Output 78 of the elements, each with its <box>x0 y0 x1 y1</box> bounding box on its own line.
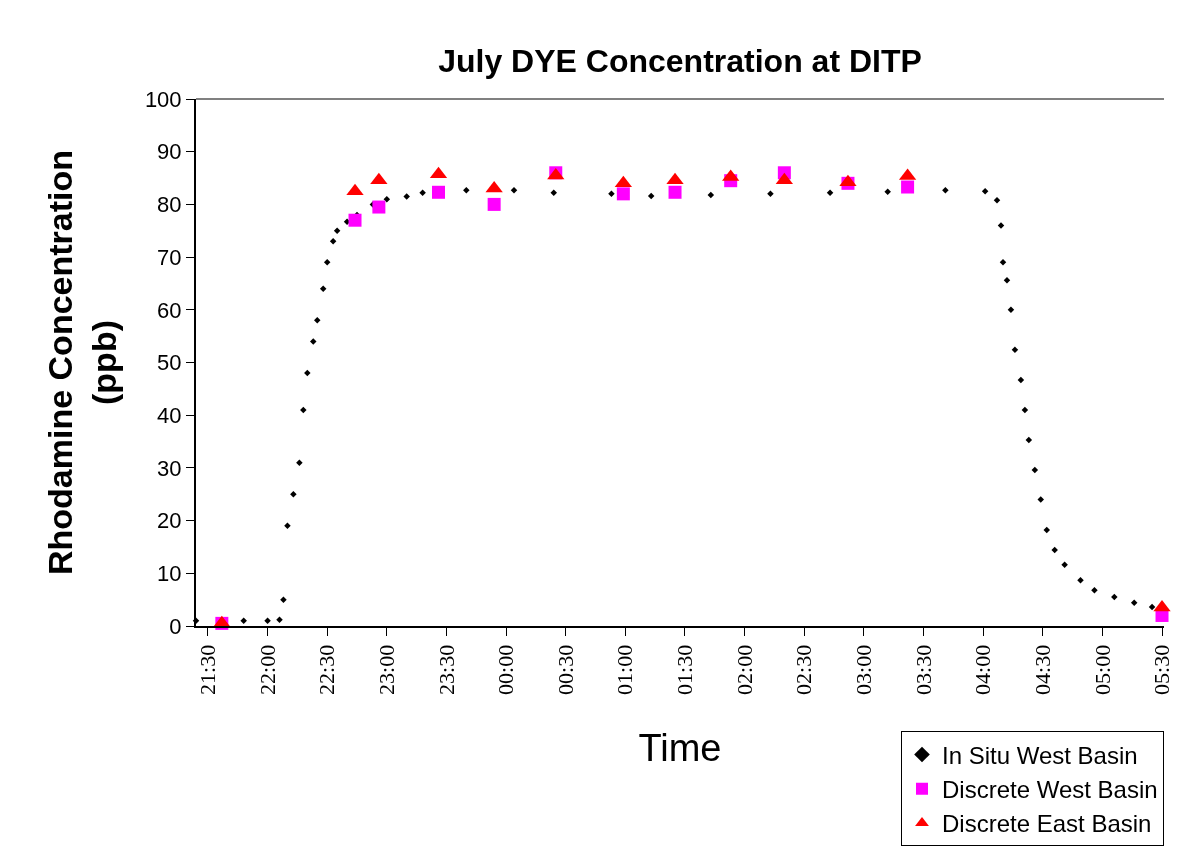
y-tick-label: 40 <box>157 402 182 428</box>
point <box>1051 546 1058 554</box>
point <box>1043 526 1050 534</box>
point <box>310 338 317 345</box>
point <box>290 491 297 498</box>
y-tick-label: 100 <box>144 86 182 112</box>
point <box>463 186 470 194</box>
point <box>901 180 915 194</box>
point <box>348 213 362 227</box>
x-tick-label: 22:30 <box>314 644 340 695</box>
point <box>1037 496 1045 503</box>
y-tick-label: 0 <box>169 613 182 639</box>
point <box>981 187 989 195</box>
point <box>383 195 391 203</box>
x-tick-label: 04:00 <box>970 644 996 695</box>
x-tick-label: 03:30 <box>910 644 936 695</box>
y-tick-label: 10 <box>157 561 182 586</box>
y-axis-title: Rhodamine Concentration (ppb) <box>40 149 123 576</box>
point <box>668 185 682 199</box>
point <box>323 259 331 266</box>
point <box>1007 306 1015 314</box>
point <box>510 186 518 194</box>
point <box>826 189 834 197</box>
x-tick-label: 23:30 <box>433 644 459 695</box>
legend-label: Discrete East Basin <box>942 810 1152 838</box>
point <box>264 617 271 624</box>
point <box>240 617 247 624</box>
x-tick-label: 05:30 <box>1149 644 1175 695</box>
x-axis-title: Time <box>638 726 722 769</box>
point <box>432 185 445 199</box>
y-tick-label: 70 <box>157 244 182 270</box>
x-tick-label: 00:30 <box>552 644 578 695</box>
point <box>647 192 655 200</box>
point <box>1025 436 1033 444</box>
point <box>487 197 501 211</box>
point <box>993 196 1001 204</box>
x-tick-label: 03:00 <box>851 644 877 695</box>
x-tick-label: 02:00 <box>731 644 757 695</box>
point <box>707 191 715 199</box>
x-tick-label: 01:30 <box>672 644 698 695</box>
legend-label: Discrete West Basin <box>942 776 1158 804</box>
point <box>1031 466 1039 474</box>
legend-label: In Situ West Basin <box>942 741 1138 769</box>
x-tick-label: 04:30 <box>1029 644 1055 695</box>
x-tick-label: 23:00 <box>373 644 399 695</box>
point <box>329 238 337 245</box>
point <box>616 187 630 201</box>
x-tick-label: 22:00 <box>254 644 280 695</box>
point <box>884 188 891 195</box>
y-tick-label: 50 <box>157 350 182 376</box>
point <box>419 189 426 197</box>
y-tick-label: 90 <box>157 139 182 165</box>
point <box>280 596 287 603</box>
y-tick-label: 60 <box>157 297 182 323</box>
point <box>1061 561 1068 569</box>
x-tick-label: 21:30 <box>195 644 221 695</box>
point <box>333 227 341 234</box>
y-tick-label: 80 <box>157 192 182 218</box>
x-tick-label: 02:30 <box>791 644 817 695</box>
point <box>1148 603 1156 611</box>
point <box>319 285 327 292</box>
point <box>314 317 321 324</box>
point <box>403 193 410 200</box>
point <box>296 459 303 466</box>
point <box>372 200 386 214</box>
chart-title: July DYE Concentration at DITP <box>438 42 922 79</box>
point <box>1021 406 1029 414</box>
point <box>1130 599 1138 607</box>
point <box>1017 376 1025 384</box>
x-tick-label: 05:00 <box>1089 644 1115 695</box>
y-tick-label: 30 <box>157 455 182 481</box>
x-tick-label: 00:00 <box>493 644 519 695</box>
x-tick-label: 01:00 <box>612 644 638 695</box>
point <box>276 616 283 623</box>
y-tick-label: 20 <box>157 508 182 534</box>
point <box>1011 346 1019 354</box>
point <box>942 186 949 194</box>
point <box>550 189 558 197</box>
